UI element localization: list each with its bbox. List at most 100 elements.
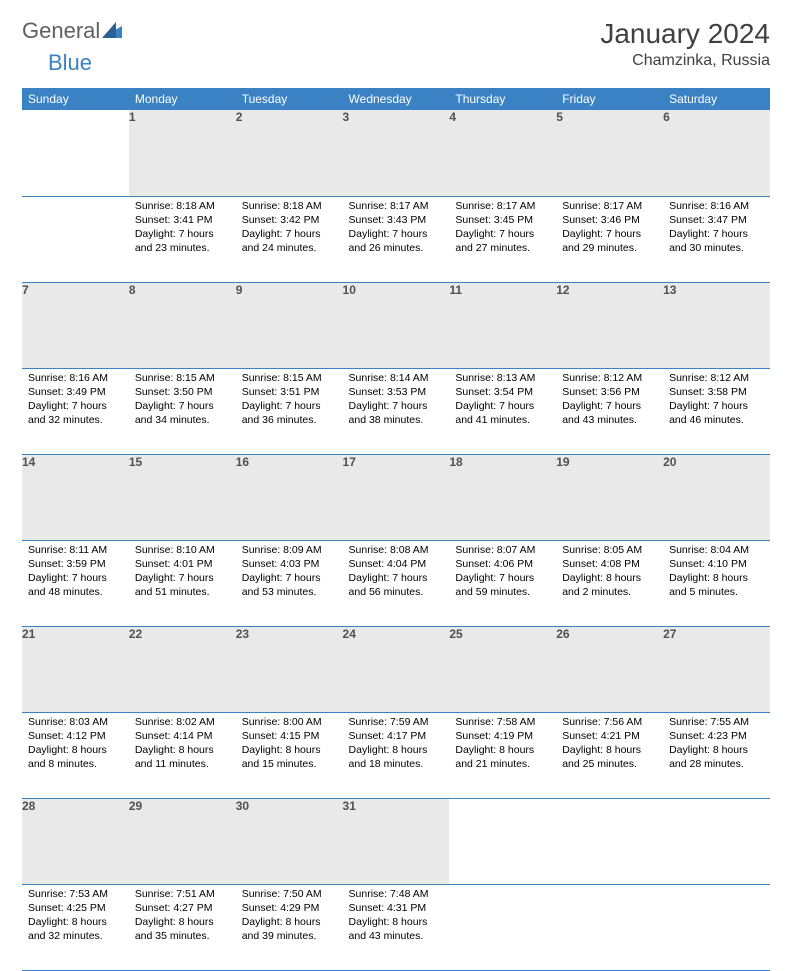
day-daylight2: and 25 minutes.	[562, 757, 657, 771]
day-sunset: Sunset: 4:15 PM	[242, 729, 337, 743]
day-number-cell: 4	[449, 110, 556, 196]
day-sunrise: Sunrise: 8:03 AM	[28, 715, 123, 729]
day-number-cell: 1	[129, 110, 236, 196]
day-cell-body: Sunrise: 7:59 AMSunset: 4:17 PMDaylight:…	[343, 713, 450, 778]
day-number-cell: 12	[556, 282, 663, 368]
day-number-cell: 24	[343, 626, 450, 712]
day-sunrise: Sunrise: 8:07 AM	[455, 543, 550, 557]
day-number-cell: 8	[129, 282, 236, 368]
day-daylight2: and 46 minutes.	[669, 413, 764, 427]
day-sunset: Sunset: 4:03 PM	[242, 557, 337, 571]
day-number-cell: 11	[449, 282, 556, 368]
day-daylight2: and 43 minutes.	[562, 413, 657, 427]
day-daylight2: and 8 minutes.	[28, 757, 123, 771]
day-daylight2: and 29 minutes.	[562, 241, 657, 255]
day-number: 1	[129, 110, 136, 124]
day-number-cell: 2	[236, 110, 343, 196]
day-sunrise: Sunrise: 8:16 AM	[669, 199, 764, 213]
day-number: 12	[556, 283, 569, 297]
day-number-cell: 23	[236, 626, 343, 712]
day-cell-body: Sunrise: 8:13 AMSunset: 3:54 PMDaylight:…	[449, 369, 556, 434]
day-sunset: Sunset: 3:56 PM	[562, 385, 657, 399]
day-sunset: Sunset: 3:50 PM	[135, 385, 230, 399]
day-content-row: Sunrise: 7:53 AMSunset: 4:25 PMDaylight:…	[22, 884, 770, 970]
day-cell: Sunrise: 7:58 AMSunset: 4:19 PMDaylight:…	[449, 712, 556, 798]
month-year-title: January 2024	[600, 18, 770, 50]
day-number-cell: 19	[556, 454, 663, 540]
day-sunrise: Sunrise: 8:15 AM	[135, 371, 230, 385]
day-sunrise: Sunrise: 7:53 AM	[28, 887, 123, 901]
day-daylight1: Daylight: 8 hours	[455, 743, 550, 757]
day-number-cell: 28	[22, 798, 129, 884]
day-number: 17	[343, 455, 356, 469]
day-cell-body: Sunrise: 7:58 AMSunset: 4:19 PMDaylight:…	[449, 713, 556, 778]
day-cell-body: Sunrise: 8:03 AMSunset: 4:12 PMDaylight:…	[22, 713, 129, 778]
day-cell-body: Sunrise: 7:55 AMSunset: 4:23 PMDaylight:…	[663, 713, 770, 778]
day-daylight1: Daylight: 8 hours	[669, 571, 764, 585]
day-daylight1: Daylight: 7 hours	[242, 571, 337, 585]
day-daylight1: Daylight: 8 hours	[669, 743, 764, 757]
weekday-header: Sunday	[22, 88, 129, 110]
logo-mark-icon	[102, 18, 122, 44]
day-cell-body: Sunrise: 7:48 AMSunset: 4:31 PMDaylight:…	[343, 885, 450, 950]
weekday-header: Friday	[556, 88, 663, 110]
day-cell-body: Sunrise: 7:50 AMSunset: 4:29 PMDaylight:…	[236, 885, 343, 950]
day-number: 30	[236, 799, 249, 813]
day-sunset: Sunset: 4:04 PM	[349, 557, 444, 571]
day-cell-body: Sunrise: 8:11 AMSunset: 3:59 PMDaylight:…	[22, 541, 129, 606]
day-cell: Sunrise: 8:12 AMSunset: 3:56 PMDaylight:…	[556, 368, 663, 454]
day-number-cell: 30	[236, 798, 343, 884]
day-sunrise: Sunrise: 7:50 AM	[242, 887, 337, 901]
day-sunrise: Sunrise: 8:14 AM	[349, 371, 444, 385]
day-cell-body: Sunrise: 8:16 AMSunset: 3:47 PMDaylight:…	[663, 197, 770, 262]
day-sunset: Sunset: 3:47 PM	[669, 213, 764, 227]
day-number-cell: 20	[663, 454, 770, 540]
day-cell-body: Sunrise: 8:12 AMSunset: 3:56 PMDaylight:…	[556, 369, 663, 434]
weekday-header: Thursday	[449, 88, 556, 110]
day-sunset: Sunset: 3:51 PM	[242, 385, 337, 399]
day-daylight1: Daylight: 7 hours	[135, 571, 230, 585]
day-cell: Sunrise: 7:51 AMSunset: 4:27 PMDaylight:…	[129, 884, 236, 970]
weekday-header: Monday	[129, 88, 236, 110]
day-number-cell: 15	[129, 454, 236, 540]
day-number-cell	[556, 798, 663, 884]
day-number-cell: 3	[343, 110, 450, 196]
day-sunset: Sunset: 4:06 PM	[455, 557, 550, 571]
day-cell-body: Sunrise: 7:56 AMSunset: 4:21 PMDaylight:…	[556, 713, 663, 778]
day-sunset: Sunset: 4:31 PM	[349, 901, 444, 915]
day-cell: Sunrise: 8:02 AMSunset: 4:14 PMDaylight:…	[129, 712, 236, 798]
day-daylight2: and 38 minutes.	[349, 413, 444, 427]
day-daylight1: Daylight: 8 hours	[349, 743, 444, 757]
day-daylight1: Daylight: 7 hours	[28, 571, 123, 585]
day-cell: Sunrise: 8:07 AMSunset: 4:06 PMDaylight:…	[449, 540, 556, 626]
day-sunrise: Sunrise: 8:00 AM	[242, 715, 337, 729]
day-daylight2: and 11 minutes.	[135, 757, 230, 771]
day-number-cell: 18	[449, 454, 556, 540]
brand-logo: General	[22, 18, 122, 44]
day-sunset: Sunset: 3:42 PM	[242, 213, 337, 227]
weekday-header: Tuesday	[236, 88, 343, 110]
day-cell-body: Sunrise: 8:09 AMSunset: 4:03 PMDaylight:…	[236, 541, 343, 606]
day-cell-body: Sunrise: 8:15 AMSunset: 3:51 PMDaylight:…	[236, 369, 343, 434]
day-daylight2: and 23 minutes.	[135, 241, 230, 255]
day-daylight1: Daylight: 7 hours	[562, 399, 657, 413]
day-number: 5	[556, 110, 563, 124]
day-sunrise: Sunrise: 8:09 AM	[242, 543, 337, 557]
day-cell-body: Sunrise: 8:05 AMSunset: 4:08 PMDaylight:…	[556, 541, 663, 606]
day-cell: Sunrise: 8:17 AMSunset: 3:43 PMDaylight:…	[343, 196, 450, 282]
day-number: 2	[236, 110, 243, 124]
day-number-cell: 31	[343, 798, 450, 884]
day-number: 9	[236, 283, 243, 297]
day-cell-body: Sunrise: 8:00 AMSunset: 4:15 PMDaylight:…	[236, 713, 343, 778]
day-number: 20	[663, 455, 676, 469]
day-sunset: Sunset: 3:59 PM	[28, 557, 123, 571]
day-sunset: Sunset: 4:01 PM	[135, 557, 230, 571]
day-sunset: Sunset: 3:54 PM	[455, 385, 550, 399]
day-number-row: 28293031	[22, 798, 770, 884]
day-sunset: Sunset: 3:58 PM	[669, 385, 764, 399]
location-subtitle: Chamzinka, Russia	[600, 52, 770, 70]
day-cell-body: Sunrise: 8:17 AMSunset: 3:46 PMDaylight:…	[556, 197, 663, 262]
day-number-cell: 9	[236, 282, 343, 368]
day-daylight1: Daylight: 7 hours	[28, 399, 123, 413]
day-daylight2: and 32 minutes.	[28, 413, 123, 427]
